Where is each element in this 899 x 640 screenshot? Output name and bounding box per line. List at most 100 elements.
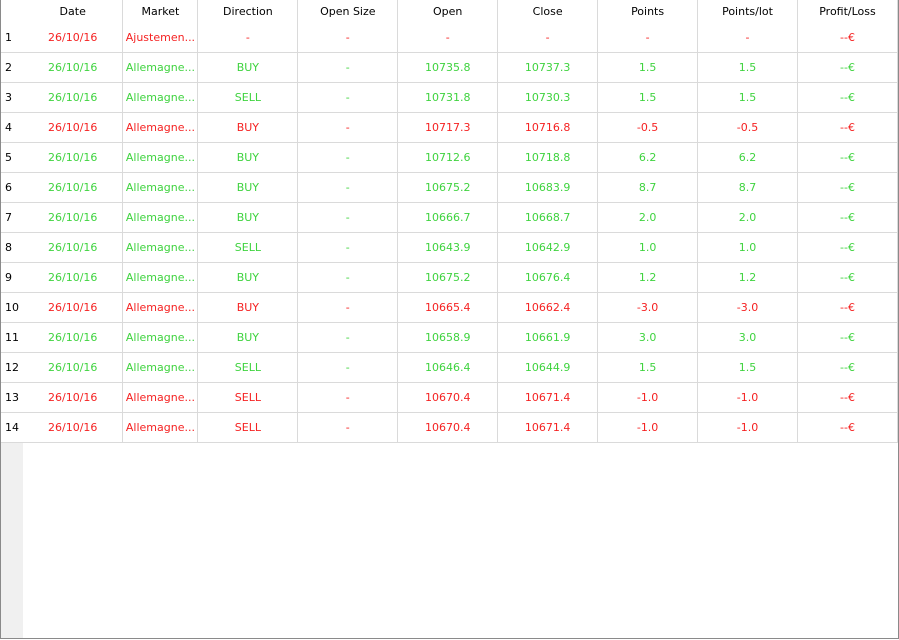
table-row[interactable]: 7 26/10/16 Allemagne... BUY -10666.7 10668.7 2… <box>1 202 899 233</box>
cell-profit-loss: --€ <box>797 232 899 263</box>
cell-close: 10661.9 <box>497 322 599 353</box>
cell-profit-loss: --€ <box>797 292 899 323</box>
cell-open: 10670.4 <box>397 412 499 443</box>
cell-open-size: - <box>297 352 399 383</box>
cell-profit-loss: --€ <box>797 382 899 413</box>
table-row[interactable]: 3 26/10/16 Allemagne... SELL -10731.8 10730.3… <box>1 82 899 113</box>
column-header-market[interactable]: Market <box>122 0 199 23</box>
cell-direction: SELL <box>197 352 299 383</box>
table-row[interactable]: 12 26/10/16 Allemagne... SELL -10646.4 10644.… <box>1 352 899 383</box>
cell-row-number: 14 <box>1 412 23 443</box>
column-header-open[interactable]: Open <box>397 0 499 23</box>
cell-profit-loss: --€ <box>797 352 899 383</box>
table-row[interactable]: 8 26/10/16 Allemagne... SELL -10643.9 10642.9… <box>1 232 899 263</box>
column-header-row-number[interactable] <box>1 0 23 23</box>
cell-open-size: - <box>297 232 399 263</box>
cell-open: 10675.2 <box>397 172 499 203</box>
cell-points: 1.0 <box>597 232 699 263</box>
column-header-direction[interactable]: Direction <box>197 0 299 23</box>
cell-points: - <box>597 23 699 53</box>
cell-date: 26/10/16 <box>22 232 124 263</box>
cell-direction: - <box>197 23 299 53</box>
cell-row-number: 8 <box>1 232 23 263</box>
cell-close: 10716.8 <box>497 112 599 143</box>
table-row[interactable]: 4 26/10/16 Allemagne... BUY -10717.3 10716.8-… <box>1 112 899 143</box>
table-row[interactable]: 6 26/10/16 Allemagne... BUY -10675.2 10683.9 8… <box>1 172 899 203</box>
column-header-points[interactable]: Points <box>597 0 699 23</box>
cell-open: 10665.4 <box>397 292 499 323</box>
cell-profit-loss: --€ <box>797 322 899 353</box>
cell-profit-loss: --€ <box>797 262 899 293</box>
column-header-profit-loss[interactable]: Profit/Loss <box>797 0 899 23</box>
cell-row-number: 11 <box>1 322 23 353</box>
cell-market: Allemagne... <box>122 412 199 443</box>
cell-profit-loss: --€ <box>797 202 899 233</box>
cell-market: Allemagne... <box>122 322 199 353</box>
cell-points-per-lot: -3.0 <box>697 292 798 323</box>
cell-profit-loss: --€ <box>797 112 899 143</box>
cell-date: 26/10/16 <box>22 292 124 323</box>
cell-direction: BUY <box>197 202 299 233</box>
cell-close: 10662.4 <box>497 292 599 323</box>
cell-profit-loss: --€ <box>797 82 899 113</box>
column-header-open-size[interactable]: Open Size <box>297 0 399 23</box>
column-header-points-per-lot[interactable]: Points/lot <box>697 0 798 23</box>
cell-points: -1.0 <box>597 382 699 413</box>
cell-close: 10671.4 <box>497 412 599 443</box>
cell-market: Allemagne... <box>122 202 199 233</box>
cell-open: 10666.7 <box>397 202 499 233</box>
cell-points: 6.2 <box>597 142 699 173</box>
cell-open-size: - <box>297 82 399 113</box>
cell-open-size: - <box>297 202 399 233</box>
cell-date: 26/10/16 <box>22 112 124 143</box>
cell-close: 10718.8 <box>497 142 599 173</box>
trades-table: Date Market Direction Open Size Open Close Poi… <box>1 0 899 443</box>
cell-close: 10737.3 <box>497 52 599 83</box>
cell-open-size: - <box>297 112 399 143</box>
cell-points: 8.7 <box>597 172 699 203</box>
cell-points-per-lot: 8.7 <box>697 172 798 203</box>
cell-open: - <box>397 23 499 53</box>
cell-points-per-lot: -1.0 <box>697 382 798 413</box>
table-row[interactable]: 10 26/10/16 Allemagne... BUY -10665.4 10662.4… <box>1 292 899 323</box>
cell-open: 10712.6 <box>397 142 499 173</box>
cell-points: 3.0 <box>597 322 699 353</box>
cell-points-per-lot: 1.5 <box>697 52 798 83</box>
table-row[interactable]: 14 26/10/16 Allemagne... SELL -10670.4 10671.… <box>1 412 899 443</box>
cell-direction: BUY <box>197 112 299 143</box>
cell-open-size: - <box>297 322 399 353</box>
cell-open-size: - <box>297 23 399 53</box>
cell-open-size: - <box>297 262 399 293</box>
cell-profit-loss: --€ <box>797 23 899 53</box>
column-header-date[interactable]: Date <box>22 0 124 23</box>
cell-open: 10658.9 <box>397 322 499 353</box>
cell-open: 10643.9 <box>397 232 499 263</box>
cell-close: 10683.9 <box>497 172 599 203</box>
cell-points: 2.0 <box>597 202 699 233</box>
cell-profit-loss: --€ <box>797 172 899 203</box>
table-row[interactable]: 11 26/10/16 Allemagne... BUY -10658.9 10661.9… <box>1 322 899 353</box>
cell-date: 26/10/16 <box>22 82 124 113</box>
cell-close: 10730.3 <box>497 82 599 113</box>
cell-profit-loss: --€ <box>797 52 899 83</box>
cell-points: 1.5 <box>597 52 699 83</box>
cell-row-number: 4 <box>1 112 23 143</box>
cell-row-number: 7 <box>1 202 23 233</box>
cell-profit-loss: --€ <box>797 412 899 443</box>
cell-points-per-lot: 1.5 <box>697 82 798 113</box>
cell-date: 26/10/16 <box>22 262 124 293</box>
cell-direction: BUY <box>197 322 299 353</box>
cell-row-number: 10 <box>1 292 23 323</box>
table-row[interactable]: 5 26/10/16 Allemagne... BUY -10712.6 10718.8 6… <box>1 142 899 173</box>
cell-market: Allemagne... <box>122 52 199 83</box>
cell-market: Allemagne... <box>122 292 199 323</box>
table-row[interactable]: 1 26/10/16 Ajustemen... - - - - - - --€ <box>1 23 899 53</box>
column-header-close[interactable]: Close <box>497 0 599 23</box>
cell-market: Allemagne... <box>122 232 199 263</box>
table-row[interactable]: 2 26/10/16 Allemagne... BUY -10735.8 10737.3 1… <box>1 52 899 83</box>
table-row[interactable]: 13 26/10/16 Allemagne... SELL -10670.4 10671.… <box>1 382 899 413</box>
cell-direction: BUY <box>197 292 299 323</box>
cell-row-number: 12 <box>1 352 23 383</box>
table-row[interactable]: 9 26/10/16 Allemagne... BUY -10675.2 10676.4 1… <box>1 262 899 293</box>
